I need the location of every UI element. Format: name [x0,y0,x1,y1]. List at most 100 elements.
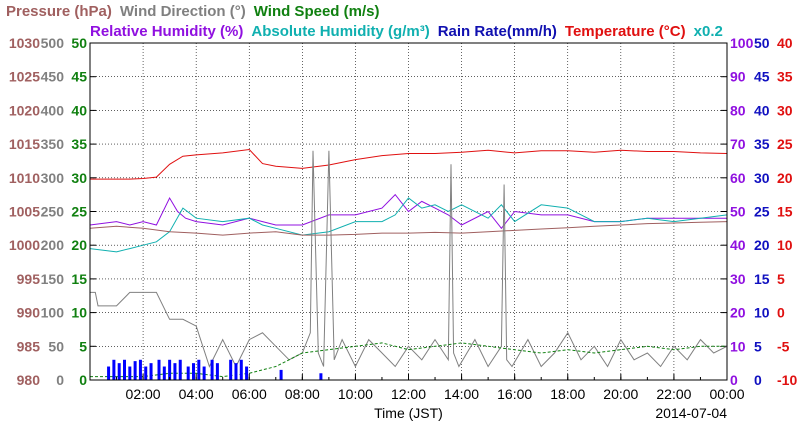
rain-bar [245,366,249,380]
chart-header: Pressure (hPa) Wind Direction (°) Wind Spe… [6,3,723,40]
axis-tick-label: 10 [754,305,770,321]
x-tick-label: 12:00 [391,386,426,402]
rain-bar [229,359,233,380]
rain-bar [197,359,201,380]
x-tick-label: 04:00 [179,386,214,402]
legend-item: Wind Direction (°) [120,3,246,20]
axis-tick-label: 30 [730,271,746,287]
axis-tick-label: 250 [41,204,65,220]
axis-tick-label: 15 [777,204,793,220]
rain-bar [112,359,116,380]
axis-tick-label: 5 [754,338,762,354]
legend-item: x0.2 [694,23,723,40]
rain-bar [186,366,190,380]
axis-tick-label: 10 [71,305,87,321]
axis-tick-label: 20 [71,237,87,253]
axis-tick-label: 1015 [9,136,40,152]
axis-tick-label: 5 [777,271,785,287]
rain-bar [133,361,137,380]
axis-tick-label: 30 [754,170,770,186]
legend-item: Wind Speed (m/s) [254,3,380,20]
axis-tick-label: 45 [71,69,87,85]
axis-tick-label: 985 [17,338,41,354]
x-tick-label: 16:00 [497,386,532,402]
x-tick-label: 10:00 [338,386,373,402]
legend-item: Temperature (°C) [565,23,686,40]
axis-tick-label: 45 [754,69,770,85]
axis-tick-label: 995 [17,271,41,287]
axis-tick-label: 90 [730,69,746,85]
x-tick-label: 02:00 [126,386,161,402]
rain-bar [168,359,172,380]
date-label: 2014-07-04 [655,405,727,421]
axis-tick-label: 35 [777,69,793,85]
axis-tick-label: 1020 [9,102,40,118]
rain-bar [319,373,323,380]
axis-tick-label: 400 [41,102,65,118]
series-line [89,193,727,230]
rain-bar [173,363,177,380]
rain-bar [239,359,243,380]
rain-bar [279,369,283,380]
axis-tick-label: 1005 [9,204,40,220]
rain-bar [107,366,111,380]
axis-tick-label: 20 [730,305,746,321]
axis-tick-label: 50 [754,35,770,51]
axis-tick-label: -10 [777,372,797,388]
rain-bar [192,363,196,380]
rain-bar [162,366,166,380]
left-axis-ticks: 1030102510201015101010051000995990985980… [9,35,96,388]
rain-bar [138,359,142,380]
axis-tick-label: 1025 [9,69,40,85]
chart-series [89,148,728,380]
axis-tick-label: 0 [730,372,738,388]
axis-tick-label: 20 [754,237,770,253]
axis-tick-label: 40 [730,237,746,253]
series-line [90,150,728,368]
rain-bar [128,366,132,380]
rain-bar [123,359,127,380]
axis-tick-label: 0 [56,372,64,388]
rain-bar [149,363,153,380]
axis-tick-label: 25 [71,204,87,220]
axis-tick-label: -5 [777,338,790,354]
axis-tick-label: 35 [754,136,770,152]
axis-tick-label: 150 [41,271,65,287]
rain-bar [178,359,182,380]
series-line [89,221,728,236]
axis-tick-label: 500 [41,35,65,51]
axis-tick-label: 25 [754,204,770,220]
series-line [90,148,728,180]
right-axis-ticks: 1009080706050403020100504540353025201510… [721,35,797,388]
axis-tick-label: 350 [41,136,65,152]
axis-tick-label: 100 [41,305,65,321]
axis-tick-label: 1030 [9,35,40,51]
x-tick-label: 18:00 [550,386,585,402]
rain-bar [210,359,214,380]
axis-tick-label: 50 [48,338,64,354]
axis-tick-label: 30 [777,102,793,118]
axis-tick-label: 1010 [9,170,40,186]
axis-tick-label: 10 [730,338,746,354]
x-tick-label: 00:00 [709,386,744,402]
axis-tick-label: 0 [754,372,762,388]
axis-tick-label: 1000 [9,237,40,253]
legend-item: Pressure (hPa) [6,3,112,20]
x-tick-label: 06:00 [232,386,267,402]
x-tick-label: 14:00 [444,386,479,402]
axis-tick-label: 100 [730,35,754,51]
axis-tick-label: 990 [17,305,41,321]
rain-bar [144,366,148,380]
legend-item: Relative Humidity (%) [90,23,243,40]
axis-tick-label: 10 [777,237,793,253]
axis-tick-label: 0 [777,305,785,321]
series-line [89,197,728,253]
axis-tick-label: 50 [71,35,87,51]
axis-tick-label: 35 [71,136,87,152]
axis-tick-label: 70 [730,136,746,152]
axis-tick-label: 30 [71,170,87,186]
axis-tick-label: 0 [79,372,87,388]
axis-tick-label: 20 [777,170,793,186]
legend-item: Rain Rate(mm/h) [438,23,557,40]
axis-tick-label: 40 [71,102,87,118]
